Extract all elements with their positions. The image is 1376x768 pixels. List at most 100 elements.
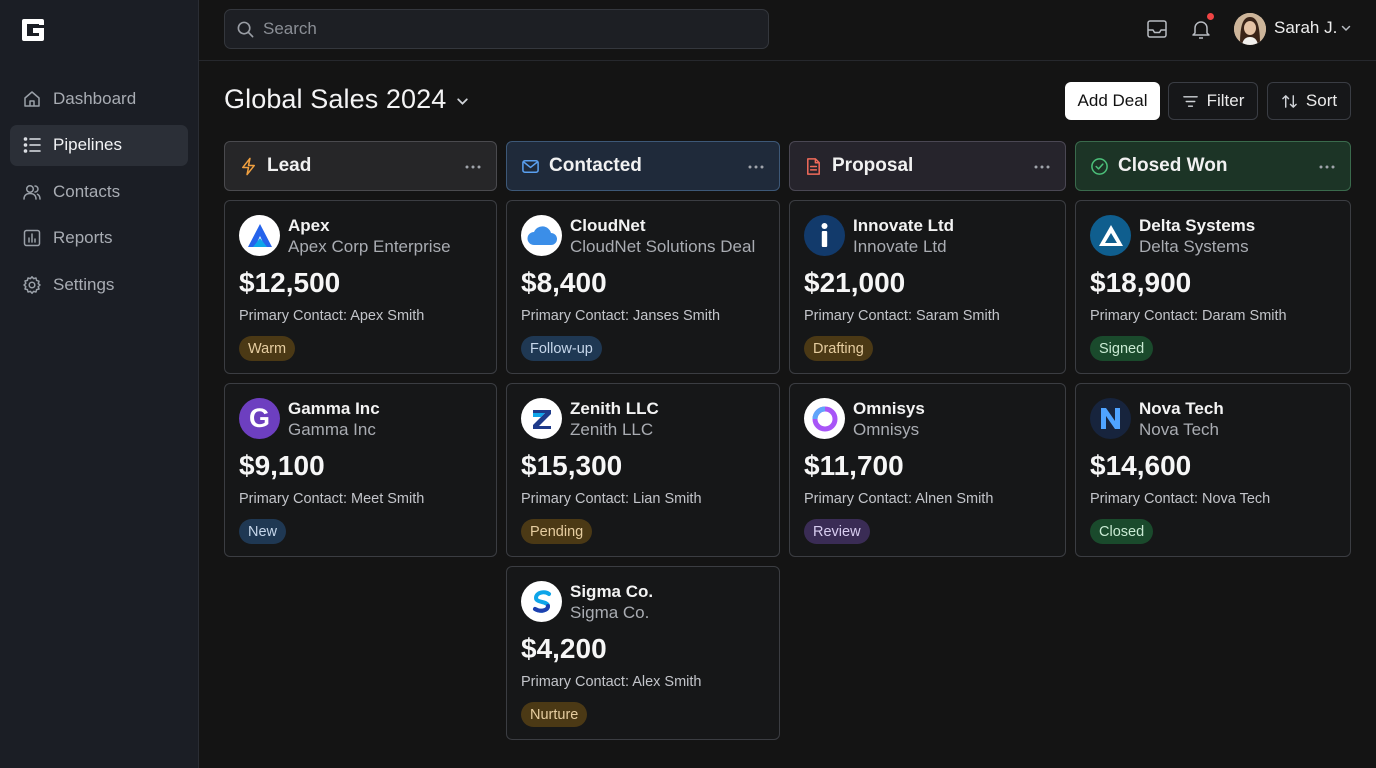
status-badge: Nurture [521,702,588,727]
svg-text:G: G [249,403,270,433]
column-header-proposal[interactable]: Proposal [789,141,1066,191]
column-title: Proposal [832,155,914,176]
cloud-logo-icon [521,215,562,256]
more-icon[interactable] [464,163,482,171]
deal-card-sigma[interactable]: Sigma Co. Sigma Co. $4,200 Primary Conta… [506,566,780,740]
primary-contact: Primary Contact: Alnen Smith [804,491,994,507]
primary-contact: Primary Contact: Nova Tech [1090,491,1271,507]
filter-button[interactable]: Filter [1168,82,1258,120]
deal-card-zenith[interactable]: Zenith LLC Zenith LLC $15,300 Primary Co… [506,383,780,557]
sidebar-item-label: Dashboard [53,88,137,108]
avatar[interactable] [1234,13,1266,45]
sidebar-item-pipelines[interactable]: Pipelines [10,124,188,166]
deal-card-delta[interactable]: Delta Systems Delta Systems $18,900 Prim… [1075,200,1351,374]
deal-title: Zenith LLC [570,420,654,439]
page-title[interactable]: Global Sales 2024 [224,84,447,114]
column-title: Contacted [549,155,642,176]
sort-button[interactable]: Sort [1267,82,1351,120]
sidebar-item-dashboard[interactable]: Dashboard [10,78,188,119]
deal-card-gamma[interactable]: G Gamma Inc Gamma Inc $9,100 Primary Con… [224,383,497,557]
list-icon [23,137,41,153]
bell-icon[interactable] [1189,17,1213,41]
zenith-logo-icon [521,398,562,439]
inbox-icon[interactable] [1145,17,1169,41]
filter-icon [1182,95,1198,107]
company-name: Delta Systems [1139,216,1256,235]
deal-card-nova[interactable]: Nova Tech Nova Tech $14,600 Primary Cont… [1075,383,1351,557]
primary-contact: Primary Contact: Apex Smith [239,308,425,324]
notification-dot [1207,13,1214,20]
column-header-lead[interactable]: Lead [224,141,497,191]
search-box[interactable] [224,9,769,49]
deal-amount: $18,900 [1090,267,1192,298]
nova-logo-icon [1090,398,1131,439]
chevron-down-icon[interactable] [455,94,470,109]
omnisys-logo-icon [804,398,845,439]
company-name: CloudNet [570,216,646,235]
top-bar: Sarah J. [199,0,1376,61]
check-circle-icon [1091,157,1108,175]
sidebar-item-settings[interactable]: Settings [10,264,188,305]
sidebar: Dashboard Pipelines Contacts Reports Set… [0,0,199,768]
primary-contact: Primary Contact: Meet Smith [239,491,425,507]
status-badge: Review [804,519,870,544]
primary-contact: Primary Contact: Daram Smith [1090,308,1287,324]
company-name: Apex [288,216,330,235]
app-logo-icon[interactable] [20,17,46,43]
deal-amount: $8,400 [521,267,607,298]
status-badge: Warm [239,336,296,361]
deal-card-cloudnet[interactable]: CloudNet CloudNet Solutions Deal $8,400 … [506,200,780,374]
more-icon[interactable] [1033,163,1051,171]
apex-logo-icon [239,215,280,256]
lightning-icon [242,157,255,175]
deal-card-omnisys[interactable]: Omnisys Omnisys $11,700 Primary Contact:… [789,383,1066,557]
company-name: Sigma Co. [570,582,654,601]
home-icon [24,90,40,107]
deal-amount: $15,300 [521,450,623,481]
deal-amount: $21,000 [804,267,906,298]
deal-card-innovate[interactable]: Innovate Ltd Innovate Ltd $21,000 Primar… [789,200,1066,374]
sidebar-item-label: Reports [53,228,113,247]
primary-contact: Primary Contact: Saram Smith [804,308,1000,324]
primary-contact: Primary Contact: Lian Smith [521,491,702,507]
sidebar-item-contacts[interactable]: Contacts [10,171,188,212]
company-name: Gamma Inc [288,399,380,418]
column-header-contacted[interactable]: Contacted [506,141,780,191]
user-name[interactable]: Sarah J. [1274,18,1338,37]
add-deal-button[interactable]: Add Deal [1065,82,1160,120]
bar-chart-icon [23,229,41,247]
status-badge: Pending [521,519,593,544]
deal-title: Delta Systems [1139,237,1249,256]
more-icon[interactable] [747,163,765,171]
sidebar-item-label: Pipelines [53,135,122,154]
primary-contact: Primary Contact: Janses Smith [521,308,721,324]
deal-title: Innovate Ltd [853,237,947,256]
sigma-logo-icon [521,581,562,622]
more-icon[interactable] [1318,163,1336,171]
chevron-down-icon[interactable] [1340,22,1352,34]
sidebar-item-label: Contacts [53,181,121,201]
search-input[interactable] [263,19,743,39]
search-icon [237,21,254,37]
gamma-logo-icon: G [239,398,280,439]
deal-title: CloudNet Solutions Deal [570,237,756,256]
deal-title: Apex Corp Enterprise [288,237,451,256]
company-name: Omnisys [853,399,925,418]
sidebar-item-reports[interactable]: Reports [10,218,188,259]
sort-icon [1282,94,1297,108]
sidebar-nav: Dashboard Pipelines Contacts Reports Set… [10,78,188,311]
deal-card-apex[interactable]: Apex Apex Corp Enterprise $12,500 Primar… [224,200,497,374]
gear-icon [23,275,41,294]
deal-amount: $11,700 [804,450,904,481]
document-icon [807,157,820,175]
user-avatar-image [1234,13,1266,45]
deal-title: Sigma Co. [570,603,650,622]
column-header-closed-won[interactable]: Closed Won [1075,141,1351,191]
status-badge: Drafting [804,336,873,361]
company-name: Innovate Ltd [853,216,955,235]
primary-contact: Primary Contact: Alex Smith [521,674,702,690]
delta-logo-icon [1090,215,1131,256]
mail-icon [522,159,539,173]
status-badge: Signed [1090,336,1154,361]
deal-amount: $9,100 [239,450,325,481]
